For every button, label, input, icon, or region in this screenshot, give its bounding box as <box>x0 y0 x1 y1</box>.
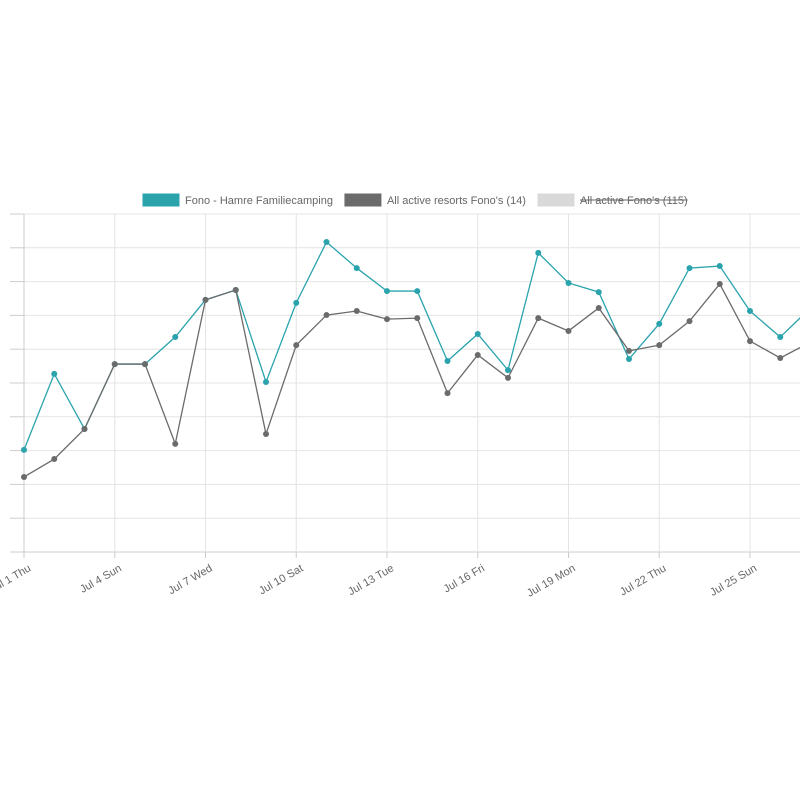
legend-swatch <box>344 193 382 207</box>
series-line <box>23 282 800 478</box>
data-point <box>747 308 753 315</box>
data-point <box>505 374 511 381</box>
data-point <box>474 351 481 358</box>
data-point <box>384 316 390 323</box>
data-point <box>293 299 300 306</box>
data-point <box>51 456 58 463</box>
x-tick-label: Jul 4 Sun <box>78 562 124 595</box>
data-point <box>444 390 451 397</box>
plot-area <box>21 239 800 480</box>
x-tick-label: Jul 25 Sun <box>708 562 759 598</box>
legend: Fono - Hamre Familiecamping All active re… <box>142 193 688 207</box>
legend-label: Fono - Hamre Familiecamping <box>185 195 333 207</box>
data-point <box>656 320 663 327</box>
data-point <box>51 370 58 377</box>
data-point <box>535 315 542 322</box>
legend-label: All active Fono's (115) <box>580 195 688 207</box>
data-point <box>535 249 542 256</box>
x-tick-label: Jul 7 Wed <box>166 562 214 597</box>
data-point <box>656 342 663 349</box>
x-tick-label: Jul 1 Thu <box>0 562 33 595</box>
data-point <box>595 289 602 296</box>
x-axis: Jul 1 Thu Jul 4 Sun Jul 7 Wed Jul 10 Sat Jul… <box>0 562 759 599</box>
x-tick-label: Jul 13 Tue <box>346 562 396 598</box>
data-point <box>414 315 421 322</box>
data-point <box>202 296 209 303</box>
data-point <box>172 440 179 447</box>
data-point <box>595 304 602 311</box>
legend-item[interactable]: All active Fono's (115) <box>537 193 688 207</box>
x-tick-label: Jul 16 Fri <box>442 562 487 595</box>
data-point <box>716 280 723 287</box>
data-point <box>353 265 360 272</box>
data-point <box>686 318 693 325</box>
data-point <box>414 288 421 295</box>
legend-item[interactable]: Fono - Hamre Familiecamping <box>142 193 333 207</box>
series-line <box>23 241 800 451</box>
data-point <box>263 431 269 438</box>
data-point <box>505 367 511 374</box>
data-point <box>626 356 632 363</box>
data-point <box>686 265 693 272</box>
data-point <box>81 425 88 432</box>
data-point <box>444 358 451 365</box>
data-point <box>626 347 632 354</box>
data-point <box>353 308 360 315</box>
data-point <box>111 361 118 368</box>
legend-label: All active resorts Fono's (14) <box>387 195 526 207</box>
data-point <box>716 263 723 270</box>
legend-swatch <box>142 193 180 207</box>
data-point <box>565 327 572 334</box>
data-point <box>293 342 300 349</box>
data-point <box>777 334 784 341</box>
x-tick-label: Jul 19 Mon <box>525 562 578 599</box>
data-point <box>232 287 239 294</box>
x-tick-label: Jul 10 Sat <box>257 562 305 597</box>
grid <box>10 213 800 558</box>
x-tick-label: Jul 22 Thu <box>618 562 668 598</box>
legend-swatch <box>537 193 575 207</box>
data-point <box>777 354 784 361</box>
legend-item[interactable]: All active resorts Fono's (14) <box>344 193 526 207</box>
data-point <box>172 334 179 341</box>
data-point <box>21 446 27 453</box>
data-point <box>747 338 753 345</box>
data-point <box>565 279 572 286</box>
data-point <box>384 288 390 295</box>
data-point <box>474 330 481 337</box>
data-point <box>21 473 27 480</box>
data-point <box>263 378 269 385</box>
data-point <box>142 361 148 368</box>
data-point <box>323 239 330 246</box>
data-point <box>323 312 330 319</box>
